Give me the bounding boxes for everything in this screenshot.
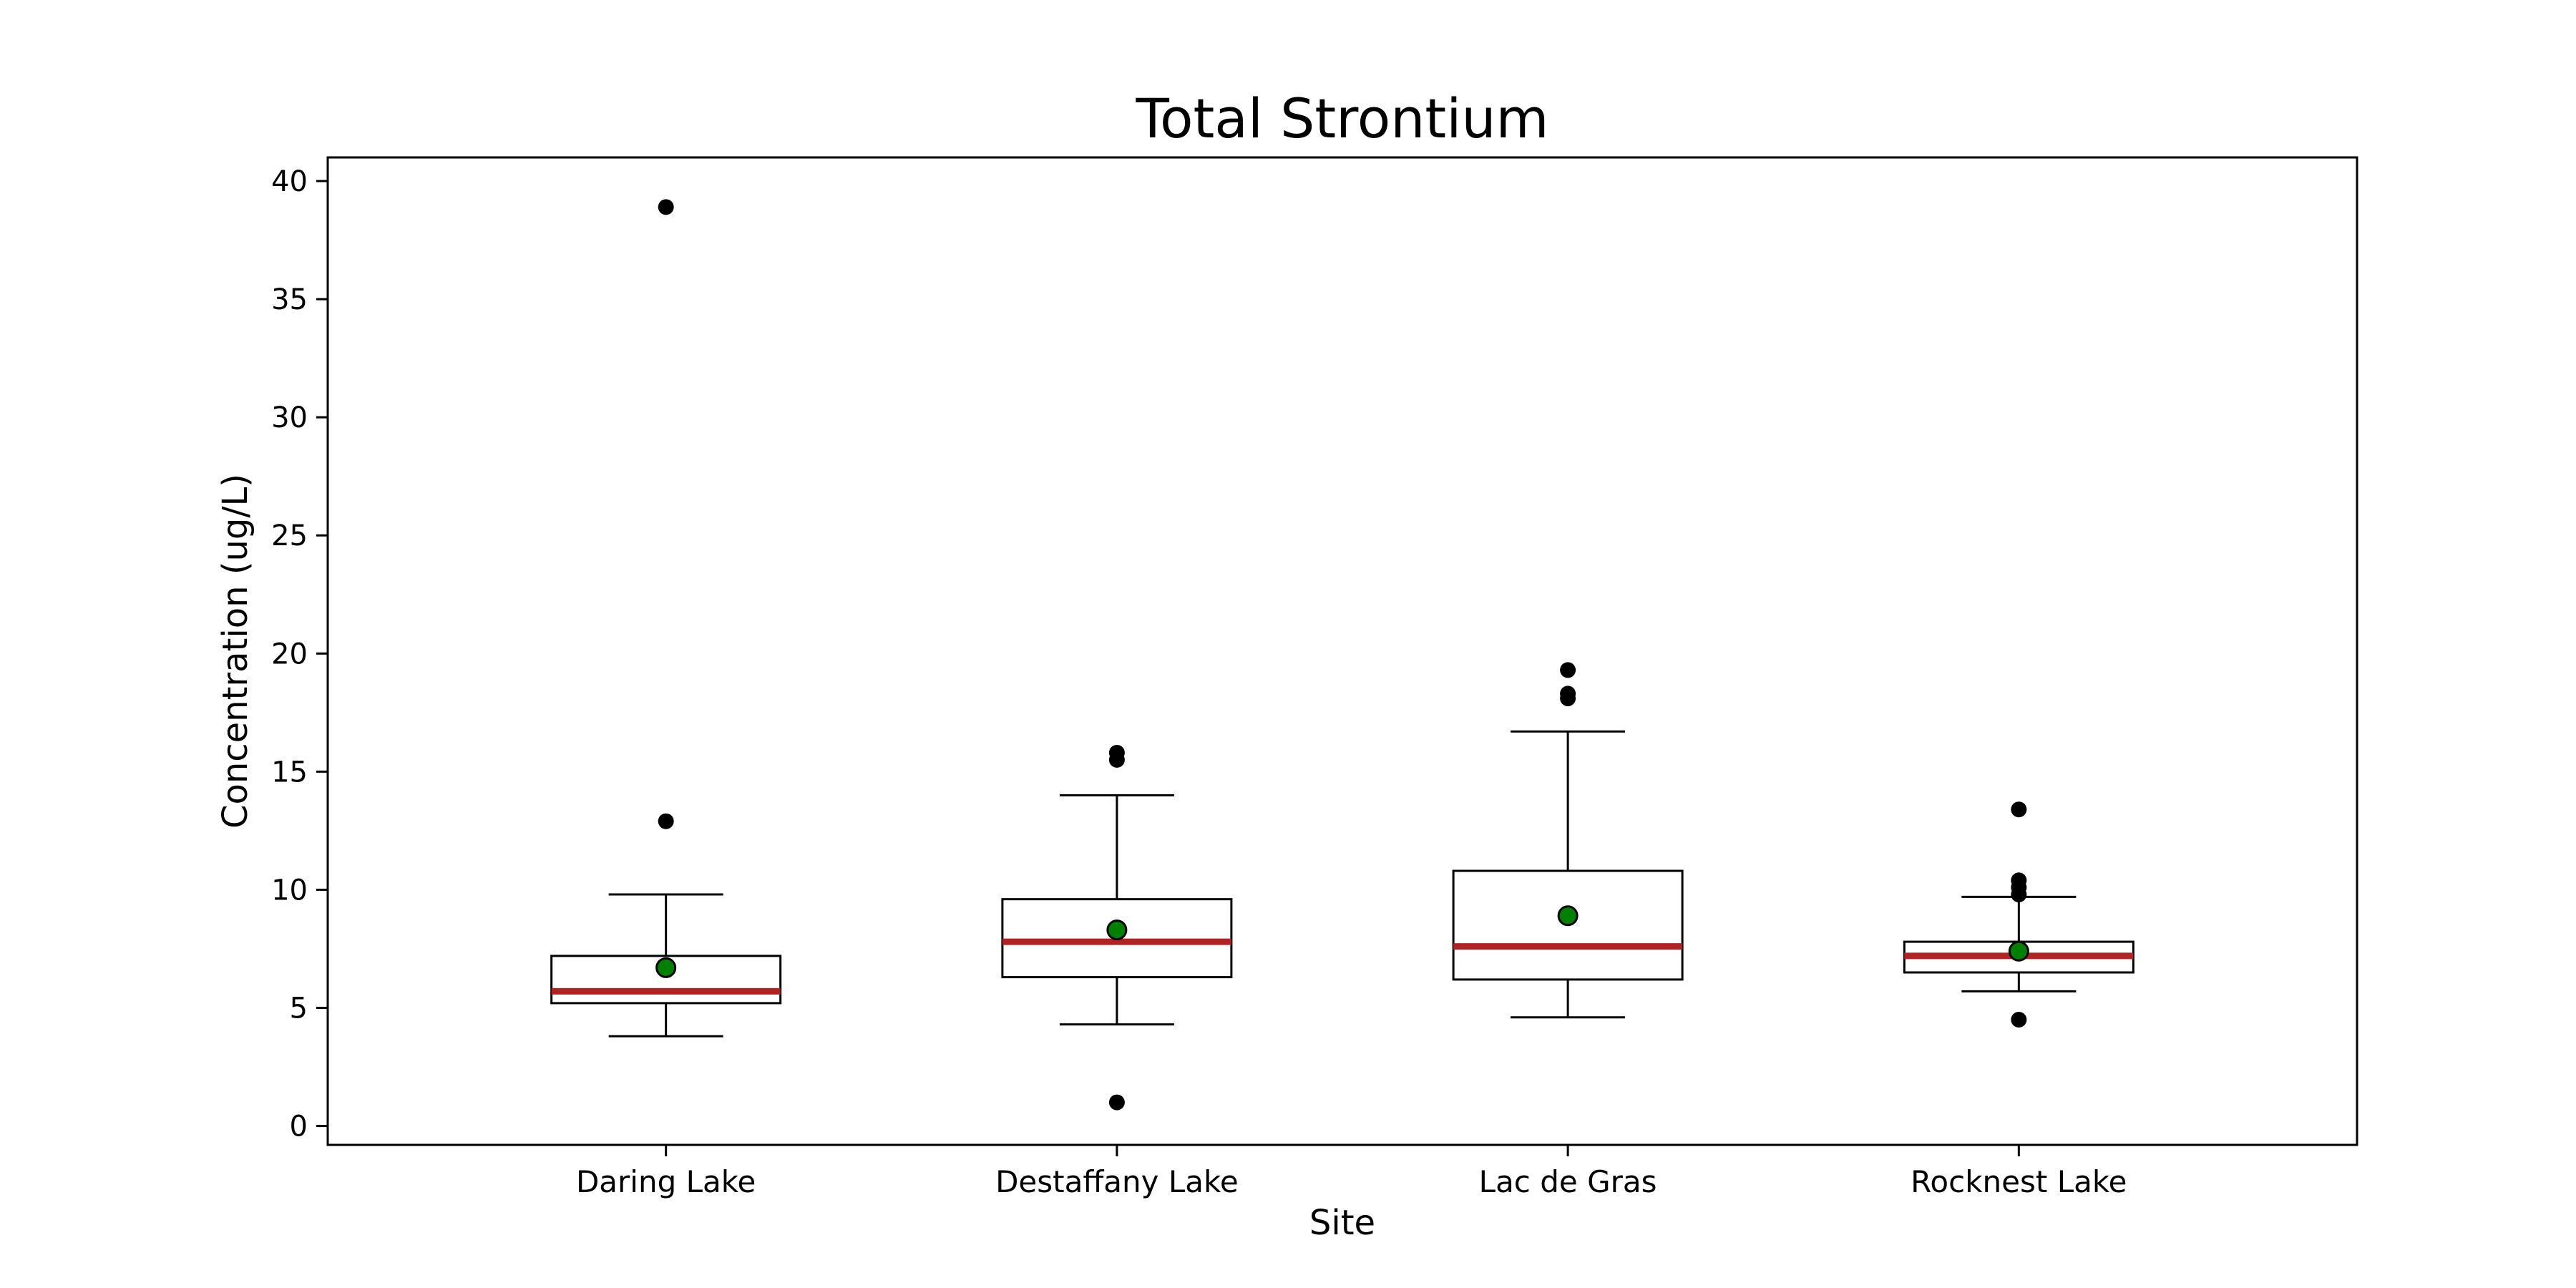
outlier-point (1560, 662, 1576, 678)
mean-marker (1557, 905, 1579, 927)
x-tick-label: Destaffany Lake (995, 1164, 1239, 1199)
y-tick-label: 10 (271, 874, 308, 907)
y-tick-label: 20 (271, 638, 308, 670)
iqr-box (1452, 869, 1684, 981)
y-tick-label: 30 (271, 401, 308, 434)
box-series (550, 199, 2135, 1111)
x-axis: Daring Lake Destaffany Lake Lac de Gras Roc… (576, 1145, 2127, 1199)
outlier-point (1560, 686, 1576, 702)
x-tick-label: Daring Lake (576, 1164, 756, 1199)
mean-marker (2008, 940, 2029, 962)
iqr-box (550, 955, 782, 1005)
y-tick-label: 15 (271, 756, 308, 789)
y-tick-label: 25 (271, 519, 308, 552)
outlier-point (2011, 801, 2027, 818)
outlier-point (1108, 1094, 1125, 1111)
box-group (1903, 801, 2135, 1028)
x-tick-label: Rocknest Lake (1911, 1164, 2127, 1199)
outlier-point (2011, 872, 2027, 889)
y-tick-label: 40 (271, 165, 308, 198)
y-axis-label: Concentration (ug/L) (215, 474, 255, 829)
plot-area-frame (326, 156, 2358, 1146)
outlier-point (658, 813, 674, 829)
outlier-point (658, 199, 674, 215)
mean-marker (655, 957, 677, 978)
box-group (1452, 662, 1684, 1019)
outlier-point (2011, 1012, 2027, 1028)
box-group (550, 199, 782, 1038)
box-group (1001, 744, 1233, 1111)
outlier-point (1108, 744, 1125, 761)
y-axis: 0 5 10 15 20 25 30 35 40 (271, 165, 328, 1143)
iqr-box (1001, 898, 1233, 979)
y-tick-label: 0 (290, 1111, 308, 1143)
y-tick-label: 5 (290, 992, 308, 1025)
y-tick-label: 35 (271, 283, 308, 316)
x-axis-label: Site (1309, 1203, 1375, 1243)
mean-marker (1106, 919, 1128, 941)
x-tick-label: Lac de Gras (1479, 1164, 1657, 1199)
chart-title: Total Strontium (1135, 87, 1548, 150)
